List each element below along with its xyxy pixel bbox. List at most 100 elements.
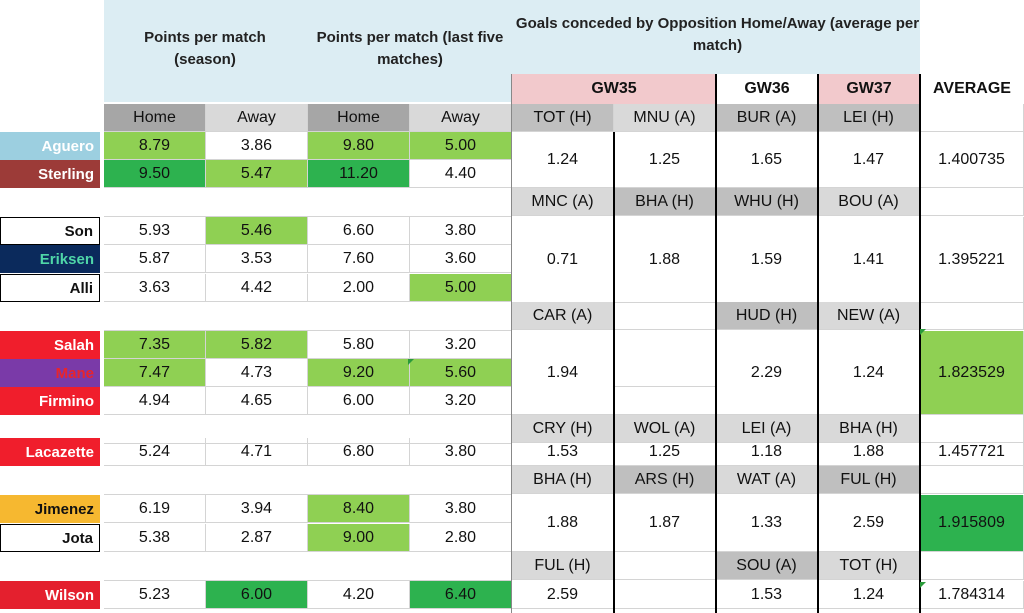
conceded-value: 1.24 <box>818 331 920 415</box>
gw35-header: GW35 <box>512 74 716 104</box>
stat-cell: 3.80 <box>410 438 512 466</box>
header-band-left <box>104 0 512 102</box>
fixture-cell <box>614 552 716 580</box>
fixture-cell: FUL (H) <box>512 552 614 580</box>
ppm-season-header: Points per match (season) <box>144 29 266 68</box>
stat-cell: 5.93 <box>104 217 206 245</box>
conceded-value: 1.18 <box>716 438 818 466</box>
stat-cell: 4.73 <box>206 359 308 387</box>
player-name: Firmino <box>0 387 100 415</box>
average-value: 1.915809 <box>920 495 1024 552</box>
stat-cell: 4.71 <box>206 438 308 466</box>
fixture-cell <box>614 302 716 330</box>
conceded-value: 1.25 <box>614 132 716 188</box>
conceded-value <box>614 581 716 609</box>
stat-cell: 4.94 <box>104 387 206 415</box>
comment-marker <box>920 582 926 588</box>
stat-cell: 5.00 <box>410 132 512 160</box>
spacer-row <box>104 552 512 581</box>
conceded-value: 1.87 <box>614 495 716 552</box>
average-value: 1.784314 <box>920 581 1024 609</box>
conceded-value: 1.53 <box>512 438 614 466</box>
conceded-value: 2.59 <box>512 581 614 609</box>
player-name: Jota <box>0 524 100 552</box>
average-value: 1.823529 <box>920 331 1024 415</box>
average-spacer <box>920 104 1024 132</box>
average-spacer <box>920 552 1024 580</box>
last5-home-header: Home <box>308 104 410 132</box>
season-home-header: Home <box>104 104 206 132</box>
separator-line <box>613 132 615 613</box>
stat-cell: 9.00 <box>308 524 410 552</box>
stat-cell: 5.46 <box>206 217 308 245</box>
player-name: Jimenez <box>0 495 100 523</box>
stat-cell: 9.50 <box>104 160 206 188</box>
separator-line <box>919 74 921 613</box>
fixture-cell: CRY (H) <box>512 415 614 443</box>
stat-cell: 4.40 <box>410 160 512 188</box>
stat-cell: 5.23 <box>104 581 206 609</box>
player-name: Wilson <box>0 581 100 609</box>
stat-cell: 3.20 <box>410 387 512 415</box>
separator-line <box>715 74 717 613</box>
last5-away-header: Away <box>410 104 512 132</box>
fixture-cell: TOT (H) <box>512 104 614 132</box>
fixture-cell: WHU (H) <box>716 188 818 216</box>
fixture-cell: NEW (A) <box>818 302 920 330</box>
stat-cell: 5.60 <box>410 359 512 387</box>
player-name: Sterling <box>0 160 100 188</box>
conceded-value: 1.47 <box>818 132 920 188</box>
stat-cell: 6.40 <box>410 581 512 609</box>
stat-cell: 3.94 <box>206 495 308 523</box>
fixture-cell: LEI (H) <box>818 104 920 132</box>
fixture-cell: TOT (H) <box>818 552 920 580</box>
fixture-cell: BOU (A) <box>818 188 920 216</box>
stat-cell: 2.80 <box>410 524 512 552</box>
stat-cell: 3.86 <box>206 132 308 160</box>
average-value: 1.400735 <box>920 132 1024 188</box>
stat-cell: 4.65 <box>206 387 308 415</box>
empty-cell <box>614 359 716 387</box>
average-spacer <box>920 302 1024 330</box>
conceded-value: 1.88 <box>818 438 920 466</box>
conceded-value: 1.88 <box>614 217 716 303</box>
conceded-value: 1.24 <box>512 132 614 188</box>
player-name: Lacazette <box>0 438 100 466</box>
stat-cell: 2.87 <box>206 524 308 552</box>
stat-cell: 5.24 <box>104 438 206 466</box>
conceded-value: 1.65 <box>716 132 818 188</box>
average-value: 1.395221 <box>920 217 1024 303</box>
fixture-cell: WAT (A) <box>716 466 818 494</box>
fixture-cell: BHA (H) <box>512 466 614 494</box>
conceded-value: 1.25 <box>614 438 716 466</box>
stat-cell: 3.20 <box>410 331 512 359</box>
stat-cell: 6.00 <box>308 387 410 415</box>
spacer-row <box>104 466 512 495</box>
season-away-header: Away <box>206 104 308 132</box>
spacer-row <box>104 302 512 331</box>
stat-cell: 3.53 <box>206 245 308 273</box>
fixture-cell: LEI (A) <box>716 415 818 443</box>
conceded-value: 1.94 <box>512 331 614 415</box>
spacer-row <box>104 188 512 217</box>
fixture-cell: HUD (H) <box>716 302 818 330</box>
fixture-cell: BHA (H) <box>614 188 716 216</box>
average-spacer <box>920 415 1024 443</box>
player-name: Alli <box>0 274 100 302</box>
stat-cell: 5.82 <box>206 331 308 359</box>
player-name: Salah <box>0 331 100 359</box>
stat-cell: 6.19 <box>104 495 206 523</box>
stat-cell: 7.35 <box>104 331 206 359</box>
stat-cell: 8.40 <box>308 495 410 523</box>
comment-marker <box>920 329 926 335</box>
fixture-cell: BHA (H) <box>818 415 920 443</box>
stat-cell: 2.00 <box>308 274 410 302</box>
fixture-cell: CAR (A) <box>512 302 614 330</box>
stat-cell: 9.20 <box>308 359 410 387</box>
stat-cell: 4.20 <box>308 581 410 609</box>
fixture-cell: ARS (H) <box>614 466 716 494</box>
stat-cell: 6.00 <box>206 581 308 609</box>
stat-cell: 6.60 <box>308 217 410 245</box>
conceded-value: 0.71 <box>512 217 614 303</box>
header-band-right <box>512 0 920 74</box>
